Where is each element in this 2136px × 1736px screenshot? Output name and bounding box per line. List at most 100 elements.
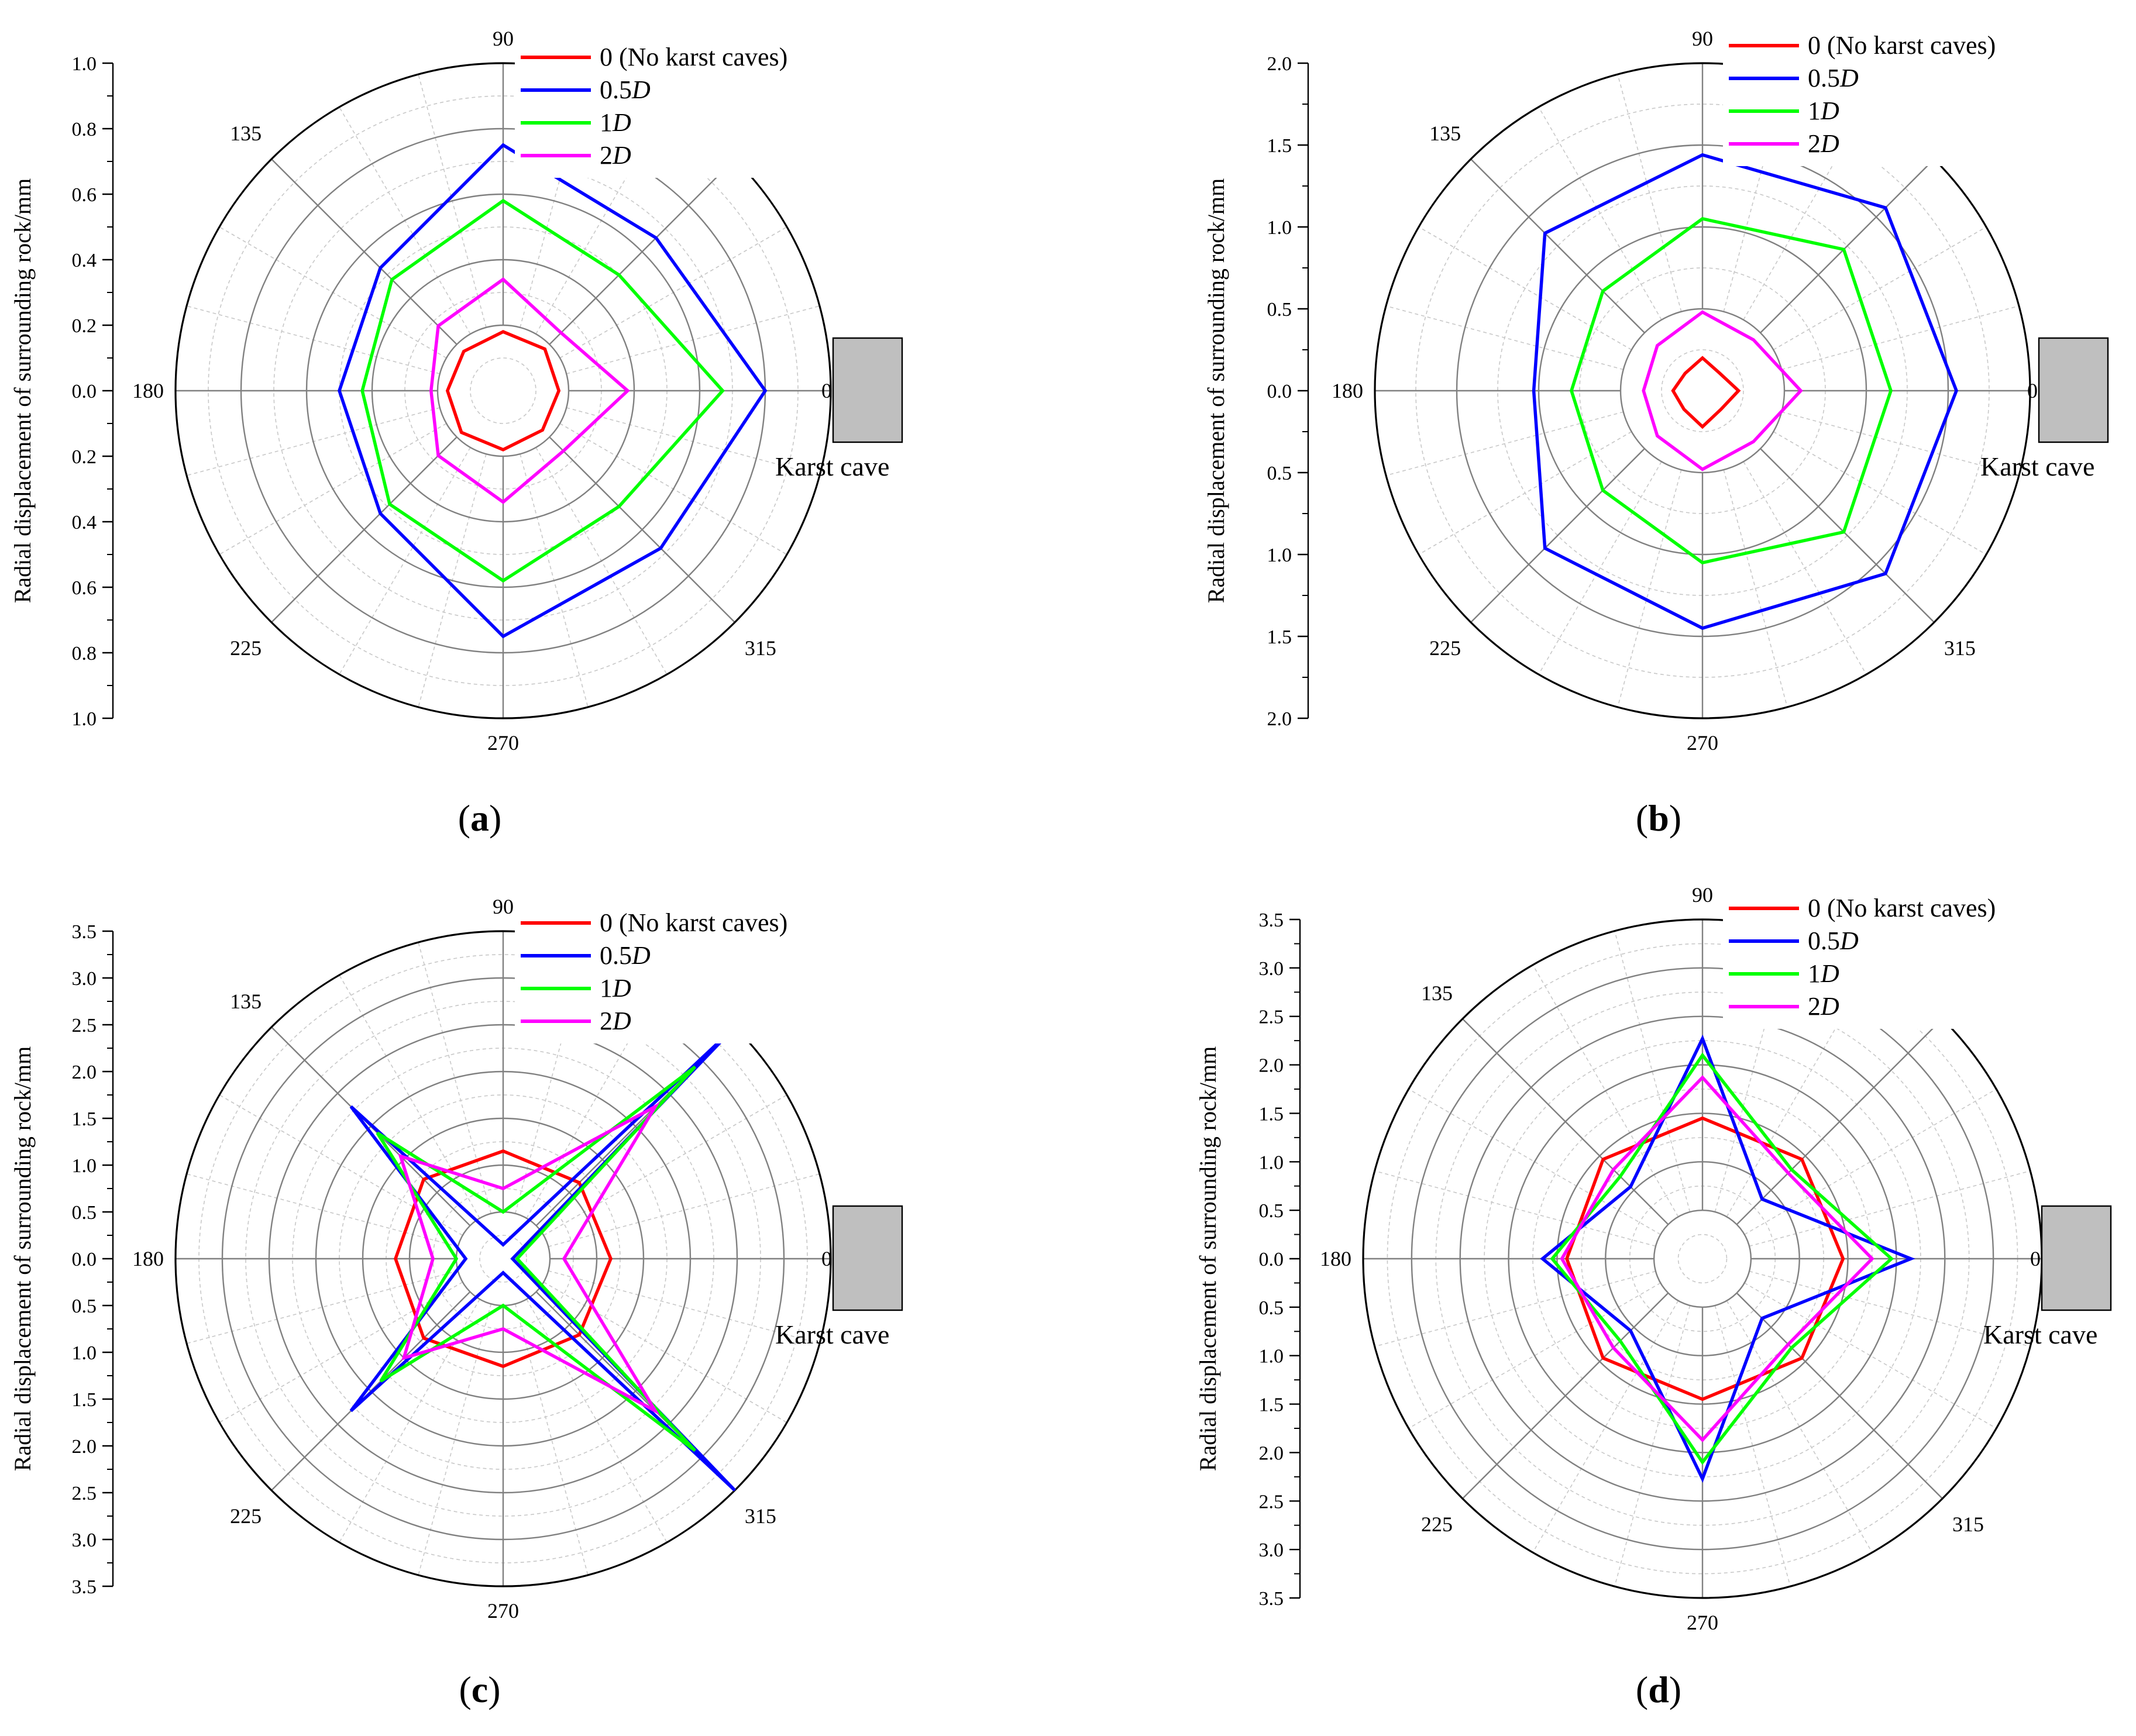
cave-zero-label: 0 — [2030, 1247, 2041, 1270]
series-1-point — [503, 1366, 504, 1367]
y-tick-label: 3.0 — [1259, 958, 1284, 980]
y-tick-label: 1.0 — [72, 708, 97, 730]
series-1-point — [463, 351, 465, 352]
angle-label-225: 225 — [1429, 636, 1461, 660]
minor-grid-radial — [1617, 74, 1682, 312]
legend-label: 0 (No karst caves) — [1808, 894, 1996, 922]
y-tick-label: 2.0 — [1259, 1442, 1284, 1464]
minor-grid-circle — [479, 1235, 527, 1283]
cave-zero-label: 0 — [821, 1247, 832, 1270]
karst-cave-box — [2038, 337, 2109, 443]
angle-label-135: 135 — [1421, 981, 1453, 1005]
minor-grid-radial — [1538, 106, 1662, 321]
angle-label-90: 90 — [493, 27, 514, 50]
series-2-point — [1702, 154, 1703, 156]
y-tick-label: 3.5 — [1259, 1588, 1284, 1610]
y-tick-label: 0.0 — [72, 381, 97, 402]
panel-caption: (c) — [459, 1669, 500, 1710]
series-4-point — [1702, 1439, 1703, 1441]
y-tick-label: 1.0 — [1267, 545, 1292, 566]
y-tick-label: 2.0 — [1267, 53, 1292, 75]
minor-grid-radial — [1418, 431, 1632, 555]
series-4-point — [1753, 339, 1754, 340]
y-tick-label: 0.6 — [72, 184, 97, 206]
minor-grid-radial — [1418, 226, 1632, 350]
series-1-point — [461, 432, 462, 433]
karst-cave-box — [832, 337, 903, 443]
series-2-point — [380, 513, 381, 514]
y-tick-label: 3.5 — [72, 921, 97, 943]
major-grid-radial — [271, 159, 458, 345]
y-tick-label: 2.0 — [1259, 1055, 1284, 1077]
y-tick-label: 0.0 — [1267, 381, 1292, 402]
y-tick-label: 0.5 — [1259, 1200, 1284, 1222]
series-3-point — [1791, 1169, 1792, 1170]
angle-label-315: 315 — [745, 636, 776, 660]
y-tick-label: 3.0 — [72, 968, 97, 990]
series-3-point — [1843, 249, 1845, 250]
angle-label-270: 270 — [1687, 1611, 1718, 1634]
major-grid-radial — [1760, 448, 1935, 623]
series-3-point — [694, 1066, 696, 1067]
legend-label: 2D — [1808, 992, 1839, 1021]
minor-grid-radial — [1385, 305, 1624, 370]
y-tick-label: 1.5 — [72, 1389, 97, 1411]
major-grid-radial — [271, 436, 458, 623]
series-3-point — [1619, 1176, 1621, 1177]
major-grid-radial — [1462, 1292, 1669, 1499]
angle-label-225: 225 — [230, 636, 262, 660]
minor-grid-radial — [1538, 461, 1662, 675]
major-grid-radial — [1470, 448, 1645, 623]
series-3-point — [1602, 490, 1604, 491]
y-tick-label: 0.5 — [1259, 1297, 1284, 1319]
y-tick-label: 1.0 — [72, 1155, 97, 1177]
series-3-point — [503, 1211, 504, 1213]
series-4-point — [1702, 469, 1703, 470]
y-axis-title: Radial displacement of surrounding rock/… — [1203, 178, 1229, 604]
cave-zero-label: 0 — [2027, 379, 2038, 402]
y-tick-label: 0.2 — [72, 446, 97, 468]
karst-cave-box — [2041, 1205, 2112, 1311]
series-2-point — [1702, 628, 1703, 629]
legend-label: 0.5D — [600, 941, 651, 970]
minor-grid-radial — [1385, 411, 1624, 476]
legend-label: 2D — [600, 1007, 631, 1035]
series-1-point — [1702, 426, 1703, 428]
karst-cave-label: Karst cave — [1980, 452, 2094, 481]
major-grid-radial — [549, 436, 735, 623]
series-1-point — [1684, 373, 1686, 374]
series-2-point — [1630, 1186, 1631, 1187]
outer-circle — [174, 62, 832, 719]
cave-zero-label: 0 — [821, 379, 832, 402]
y-tick-label: 1.0 — [72, 1342, 97, 1364]
series-1-point — [1801, 1159, 1803, 1160]
y-tick-label: 3.5 — [1259, 910, 1284, 931]
legend-label: 0 (No karst caves) — [600, 908, 787, 937]
outer-circle — [174, 930, 832, 1587]
outer-circle — [1374, 62, 2031, 719]
series-4-point — [503, 279, 504, 280]
y-tick-label: 1.5 — [1259, 1394, 1284, 1416]
legend-label: 0.5D — [1808, 64, 1859, 92]
y-tick-label: 0.5 — [72, 1296, 97, 1317]
y-tick-label: 1.0 — [1259, 1346, 1284, 1368]
y-tick-label: 1.5 — [1259, 1103, 1284, 1125]
y-tick-label: 2.5 — [1259, 1007, 1284, 1028]
legend-label: 1D — [600, 974, 631, 1003]
series-3-point — [618, 506, 620, 507]
y-tick-label: 0.2 — [72, 315, 97, 337]
panel-b: 045901351802252703152.01.51.00.50.00.51.… — [1203, 26, 2109, 839]
minor-grid-circle — [470, 357, 536, 424]
y-tick-label: 0.4 — [72, 512, 97, 533]
y-tick-label: 2.5 — [72, 1015, 97, 1036]
angle-label-270: 270 — [1687, 731, 1718, 755]
y-tick-label: 0.8 — [72, 119, 97, 140]
legend-label: 2D — [1808, 129, 1839, 158]
series-3-point — [389, 504, 390, 505]
series-1-point — [503, 1151, 504, 1152]
legend-label: 1D — [1808, 97, 1839, 125]
minor-grid-radial — [1743, 106, 1867, 321]
series-3-point — [380, 1380, 381, 1382]
angle-label-180: 180 — [1332, 379, 1363, 402]
angle-label-90: 90 — [1692, 883, 1713, 907]
